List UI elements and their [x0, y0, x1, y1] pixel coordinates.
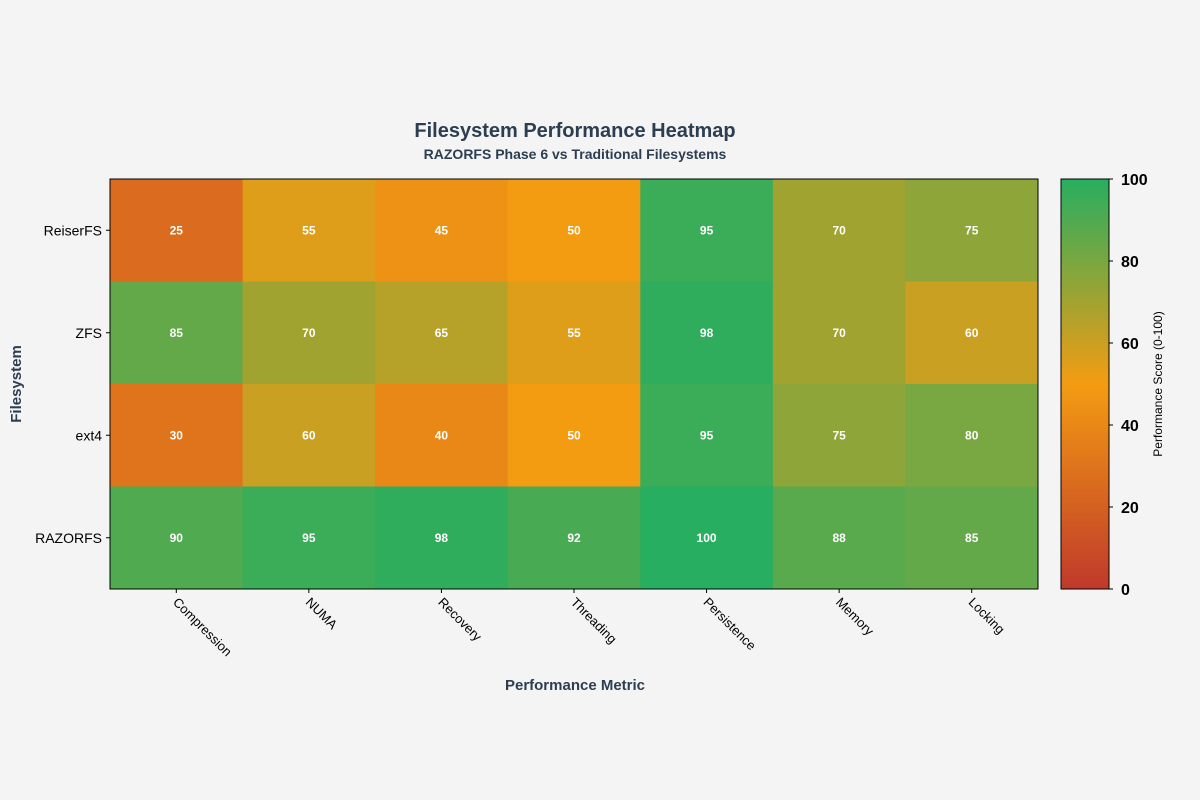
- heatmap-cell: [110, 384, 244, 487]
- x-tick-labels: Compression NUMA Recovery Threading Persiste…: [170, 589, 1008, 659]
- x-tick-label: Recovery: [435, 595, 485, 645]
- colorbar-tick-label: 40: [1121, 418, 1139, 435]
- x-tick-label: NUMA: [303, 595, 341, 633]
- heatmap-cell: [242, 486, 376, 590]
- colorbar-label: Performance Score (0-100): [1151, 311, 1165, 456]
- x-tick-label: Persistence: [700, 595, 759, 654]
- cell-value-label: 85: [170, 326, 184, 340]
- heatmap-cell: [905, 486, 1039, 590]
- cell-value-label: 60: [965, 326, 979, 340]
- y-tick-label: ReiserFS: [44, 222, 102, 238]
- cell-value-label: 50: [567, 428, 581, 442]
- colorbar-ticks: 0 20 40 60 80 100: [1109, 172, 1148, 599]
- heatmap-cell: [640, 384, 774, 487]
- cell-value-label: 55: [302, 223, 316, 237]
- y-tick-label: ext4: [76, 427, 103, 443]
- y-tick-label: ZFS: [76, 325, 102, 341]
- colorbar-tick-label: 20: [1121, 500, 1139, 517]
- heatmap-cell: [905, 281, 1039, 385]
- cell-value-label: 75: [832, 428, 846, 442]
- colorbar: [1060, 178, 1110, 590]
- cell-value-label: 90: [170, 531, 184, 545]
- heatmap-cell: [242, 179, 376, 282]
- cell-value-label: 45: [435, 223, 449, 237]
- colorbar-tick-label: 100: [1121, 172, 1148, 189]
- cell-value-label: 98: [700, 326, 714, 340]
- heatmap-cell: [772, 179, 906, 282]
- heatmap-cell: [507, 384, 641, 487]
- heatmap-cell: [640, 486, 774, 590]
- heatmap-cell: [772, 486, 906, 590]
- chart-subtitle: RAZORFS Phase 6 vs Traditional Filesyste…: [424, 146, 727, 162]
- x-tick-label: Compression: [170, 595, 235, 660]
- heatmap-cell: [110, 486, 244, 590]
- heatmap-cell: [905, 179, 1039, 282]
- cell-value-label: 95: [302, 531, 316, 545]
- heatmap-cell: [375, 486, 509, 590]
- heatmap-cell: [905, 384, 1039, 487]
- colorbar-tick-label: 80: [1121, 254, 1139, 271]
- heatmap-cell: [507, 281, 641, 385]
- cell-value-label: 70: [832, 223, 846, 237]
- x-tick-label: Memory: [833, 595, 877, 639]
- x-tick-label: Locking: [966, 595, 1008, 637]
- cell-value-label: 88: [832, 531, 846, 545]
- heatmap-cell: [507, 179, 641, 282]
- x-tick-label: Threading: [568, 595, 620, 647]
- heatmap-cell: [640, 179, 774, 282]
- cell-value-label: 30: [170, 428, 184, 442]
- y-axis-title: Filesystem: [8, 345, 25, 423]
- heatmap-cell: [242, 384, 376, 487]
- cell-value-label: 98: [435, 531, 449, 545]
- cell-value-label: 92: [567, 531, 581, 545]
- chart-title: Filesystem Performance Heatmap: [414, 120, 735, 142]
- cell-value-label: 65: [435, 326, 449, 340]
- heatmap-cells: 25 55 45 50 95 70 75 85 70 65 55 98 70 60 30 60 40 50 95 75…: [110, 179, 1039, 590]
- cell-value-label: 80: [965, 428, 979, 442]
- y-tick-labels: ReiserFS ZFS ext4 RAZORFS: [35, 222, 110, 546]
- heatmap-cell: [375, 384, 509, 487]
- cell-value-label: 50: [567, 223, 581, 237]
- heatmap-cell: [242, 281, 376, 385]
- heatmap-cell: [772, 281, 906, 385]
- heatmap-cell: [110, 179, 244, 282]
- colorbar-tick-label: 60: [1121, 336, 1139, 353]
- heatmap-cell: [507, 486, 641, 590]
- cell-value-label: 55: [567, 326, 581, 340]
- cell-value-label: 100: [697, 531, 717, 545]
- cell-value-label: 95: [700, 223, 714, 237]
- cell-value-label: 60: [302, 428, 316, 442]
- heatmap-cell: [110, 281, 244, 385]
- cell-value-label: 25: [170, 223, 184, 237]
- x-axis-title: Performance Metric: [505, 677, 645, 694]
- heatmap-cell: [375, 281, 509, 385]
- y-tick-label: RAZORFS: [35, 530, 102, 546]
- cell-value-label: 70: [832, 326, 846, 340]
- heatmap-cell: [772, 384, 906, 487]
- cell-value-label: 85: [965, 531, 979, 545]
- cell-value-label: 95: [700, 428, 714, 442]
- cell-value-label: 40: [435, 428, 449, 442]
- heatmap-cell: [375, 179, 509, 282]
- colorbar-tick-label: 0: [1121, 582, 1130, 599]
- cell-value-label: 70: [302, 326, 316, 340]
- cell-value-label: 75: [965, 223, 979, 237]
- heatmap-cell: [640, 281, 774, 385]
